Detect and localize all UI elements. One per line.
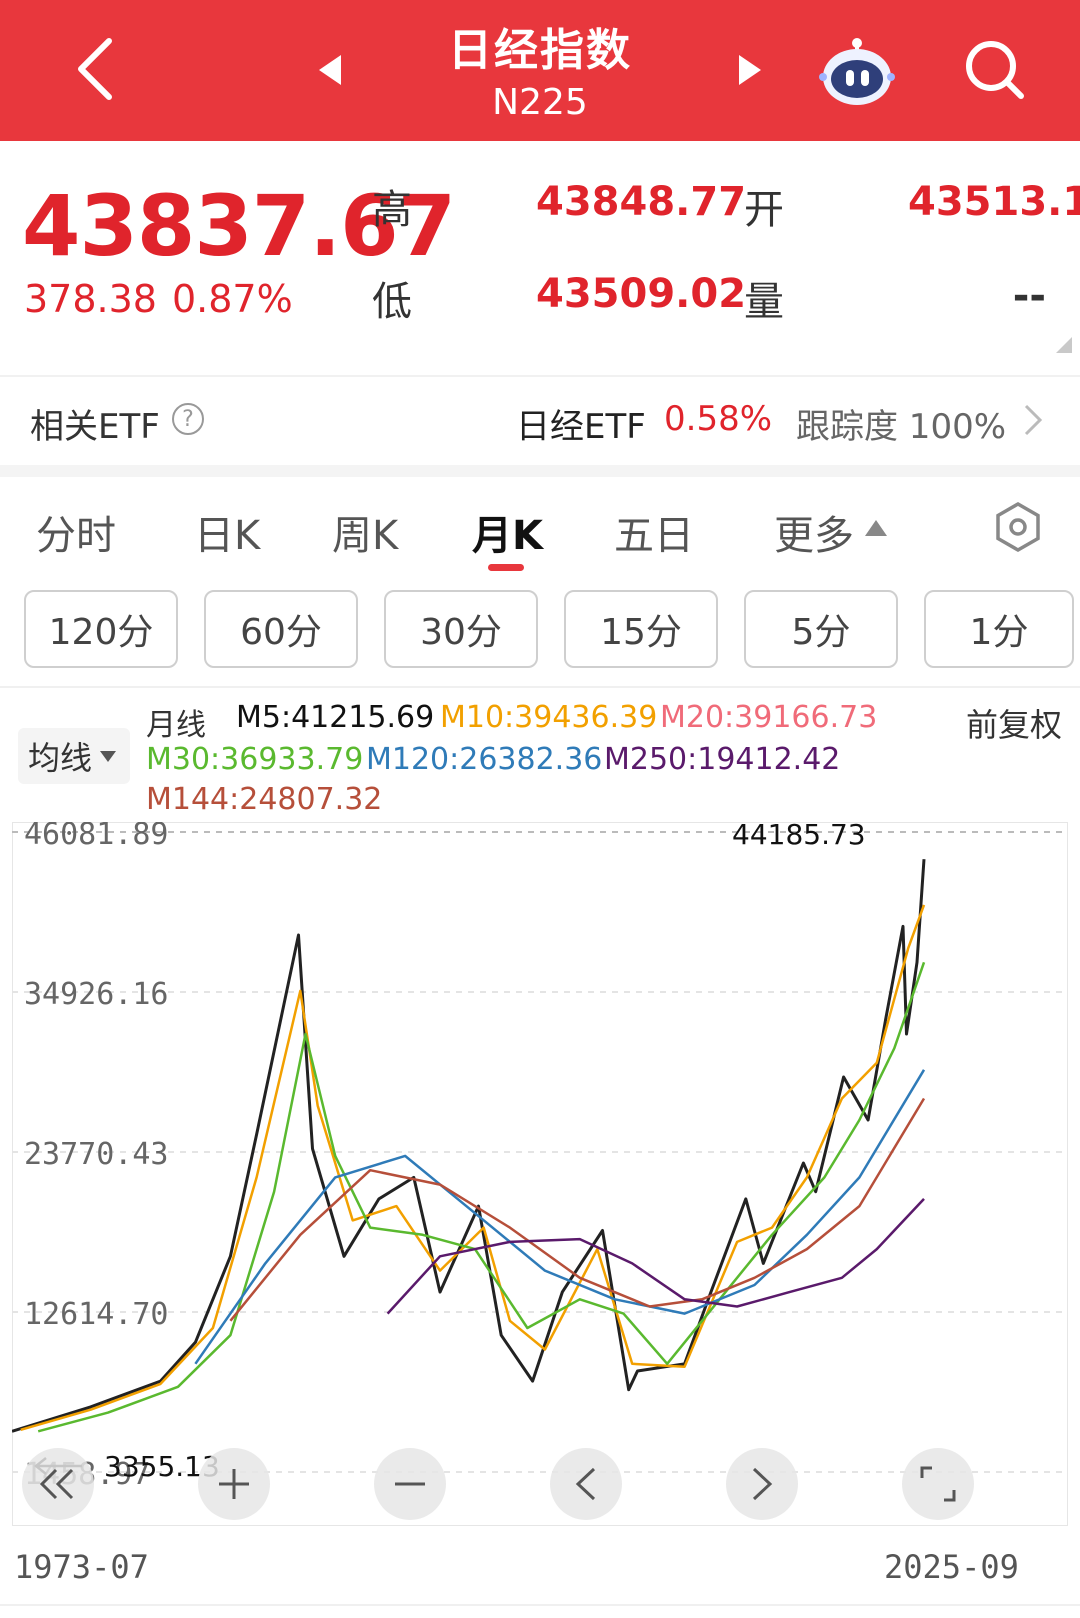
price-change: 378.38 xyxy=(24,277,157,321)
high-label: 高 xyxy=(372,187,412,233)
prev-stock-button[interactable] xyxy=(300,40,360,100)
related-etf-label: 相关ETF xyxy=(30,407,160,447)
ma-m250: M250:19412.42 xyxy=(604,742,841,777)
pan-left-button[interactable] xyxy=(550,1448,622,1520)
period-buttons: 120分 60分 30分 15分 5分 1分 xyxy=(0,590,1080,670)
last-price: 43837.67 xyxy=(22,177,456,275)
ma-m10: M10:39436.39 xyxy=(440,700,658,735)
ma-selector-label: 均线 xyxy=(28,739,93,777)
dropdown-triangle-icon xyxy=(100,750,117,762)
quote-panel: 43837.67 378.38 0.87% 高 43848.77 开 43513… xyxy=(0,141,1080,377)
chart-frame xyxy=(12,822,1068,1526)
next-stock-button[interactable] xyxy=(720,40,780,100)
related-etf-row[interactable]: 相关ETF ? 日经ETF 0.58% 跟踪度 100% xyxy=(0,377,1080,465)
series-m250 xyxy=(386,1198,925,1315)
zoom-in-icon xyxy=(219,1469,249,1499)
x-axis-end-label: 2025-09 xyxy=(884,1548,1019,1586)
y-tick-label: 34926.16 xyxy=(24,977,169,1012)
chart-series xyxy=(12,859,926,1433)
series-m10 xyxy=(20,904,926,1432)
y-tick-label: 12614.70 xyxy=(24,1297,169,1332)
header-bar: 日经指数 N225 xyxy=(0,0,1080,141)
ma-m120: M120:26382.36 xyxy=(366,742,603,777)
period-120m-button[interactable]: 120分 xyxy=(24,590,178,668)
more-triangle-icon xyxy=(865,520,887,536)
next-triangle-icon xyxy=(739,55,761,85)
rewind-button[interactable] xyxy=(22,1448,94,1520)
active-tab-indicator xyxy=(488,564,524,571)
settings-hexagon-icon[interactable] xyxy=(992,501,1044,553)
pan-right-button[interactable] xyxy=(726,1448,798,1520)
period-15m-button[interactable]: 15分 xyxy=(564,590,718,668)
ma-m30: M30:36933.79 xyxy=(146,742,364,777)
price-change-pct: 0.87% xyxy=(172,277,293,321)
open-label: 开 xyxy=(744,187,784,233)
fullscreen-icon xyxy=(920,1466,956,1502)
tab-five-day[interactable]: 五日 xyxy=(614,513,694,559)
ma-m144: M144:24807.32 xyxy=(146,782,383,817)
expand-corner-icon[interactable] xyxy=(1056,337,1072,353)
zoom-out-icon xyxy=(395,1482,425,1486)
tab-weekly-k[interactable]: 周K xyxy=(332,513,399,559)
y-tick-label: 23770.43 xyxy=(24,1137,169,1172)
period-30m-button[interactable]: 30分 xyxy=(384,590,538,668)
period-5m-button[interactable]: 5分 xyxy=(744,590,898,668)
chevron-right-icon xyxy=(1024,404,1043,436)
tab-intraday[interactable]: 分时 xyxy=(36,513,116,559)
ma-m20: M20:39166.73 xyxy=(660,700,878,735)
series-m120 xyxy=(194,1069,926,1365)
etf-name: 日经ETF xyxy=(516,407,646,447)
high-value: 43848.77 xyxy=(536,179,747,225)
assistant-button[interactable] xyxy=(812,26,902,116)
ma-m5: M5:41215.69 xyxy=(236,700,435,735)
pan-right-icon xyxy=(752,1467,773,1501)
section-gap xyxy=(0,465,1080,477)
chart-labels: 46081.8934926.1623770.4312614.701458.974… xyxy=(24,822,866,1492)
back-button[interactable] xyxy=(60,24,130,114)
period-60m-button[interactable]: 60分 xyxy=(204,590,358,668)
search-icon xyxy=(966,41,1024,99)
tab-daily-k[interactable]: 日K xyxy=(194,513,261,559)
volume-label: 量 xyxy=(744,279,784,325)
tab-monthly-k[interactable]: 月K xyxy=(472,513,543,559)
open-value: 43513.16 xyxy=(908,179,1080,225)
page-title: 日经指数 xyxy=(448,25,632,76)
series-m144 xyxy=(229,1097,926,1322)
kline-chart[interactable]: 46081.8934926.1623770.4312614.701458.974… xyxy=(12,822,1068,1526)
page-subtitle: N225 xyxy=(492,82,588,123)
chart-tabs: 分时 日K 周K 月K 五日 更多 xyxy=(0,477,1080,577)
ma-period-label: 月线 xyxy=(146,708,206,743)
pan-left-icon xyxy=(575,1467,596,1501)
tab-more[interactable]: 更多 xyxy=(774,513,854,559)
etf-change-pct: 0.58% xyxy=(664,399,773,439)
low-label: 低 xyxy=(372,279,412,325)
etf-tracking: 跟踪度 100% xyxy=(796,407,1007,447)
adjust-mode-label[interactable]: 前复权 xyxy=(965,706,1062,744)
prev-triangle-icon xyxy=(319,55,341,85)
volume-value: -- xyxy=(1012,273,1046,319)
robot-assistant-icon xyxy=(819,38,895,105)
ma-selector[interactable]: 均线 xyxy=(18,728,130,784)
section-divider xyxy=(0,686,1080,688)
rewind-icon xyxy=(39,1468,74,1500)
y-tick-label: 46081.89 xyxy=(24,822,169,852)
x-axis-start-label: 1973-07 xyxy=(14,1548,149,1586)
low-value: 43509.02 xyxy=(536,271,747,317)
zoom-in-button[interactable] xyxy=(198,1448,270,1520)
period-1m-button[interactable]: 1分 xyxy=(924,590,1074,668)
search-button[interactable] xyxy=(955,30,1035,110)
help-icon[interactable]: ? xyxy=(172,403,204,435)
zoom-out-button[interactable] xyxy=(374,1448,446,1520)
bottom-divider xyxy=(0,1604,1080,1606)
fullscreen-button[interactable] xyxy=(902,1448,974,1520)
max-value-label: 44185.73 xyxy=(732,822,866,851)
back-chevron-icon xyxy=(78,38,112,100)
